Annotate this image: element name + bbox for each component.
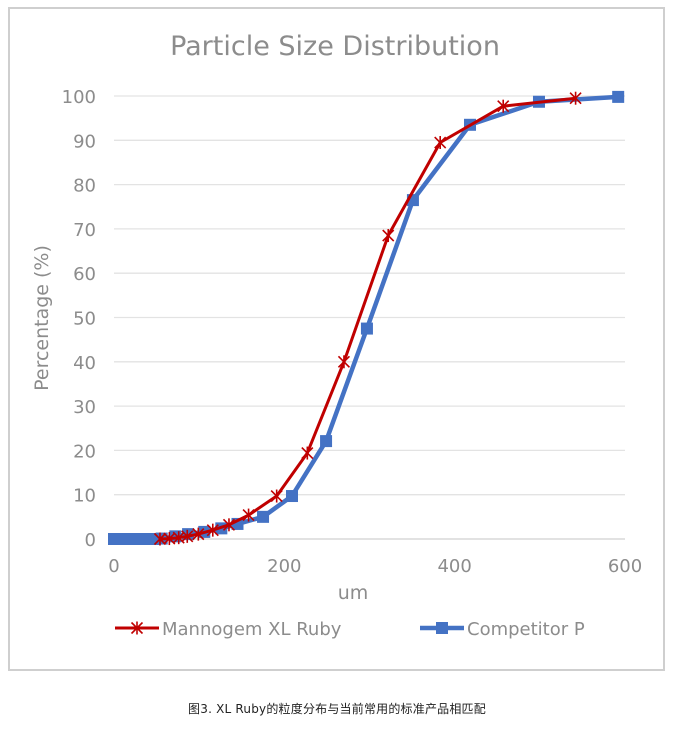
x-tick-label: 200: [267, 556, 301, 577]
data-point-square: [285, 490, 298, 503]
legend-item: Mannogem XL Ruby: [115, 619, 342, 640]
data-point-square: [360, 322, 373, 335]
y-tick-label: 30: [73, 397, 96, 418]
data-point-square: [320, 435, 333, 448]
data-point-star: [337, 355, 351, 369]
figure-caption: 图3. XL Ruby的粒度分布与当前常用的标准产品相匹配: [188, 702, 486, 716]
y-tick-label: 20: [73, 441, 96, 462]
data-point-star: [206, 523, 219, 537]
x-tick-label: 0: [108, 556, 119, 577]
gridlines: [114, 95, 625, 540]
x-tick-labels: 0 200 400 600: [108, 556, 642, 577]
data-point-star: [569, 91, 582, 105]
chart-title: Particle Size Distribution: [170, 31, 500, 62]
data-point-star: [434, 136, 447, 150]
legend-star-icon: [130, 621, 144, 635]
y-tick-label: 10: [73, 486, 96, 507]
x-tick-label: 400: [437, 556, 471, 577]
data-point-square: [612, 90, 625, 103]
data-point-star: [181, 529, 194, 543]
y-tick-label: 40: [73, 353, 96, 374]
legend-square-icon: [436, 622, 448, 634]
legend: Mannogem XL Ruby Competitor P: [115, 619, 585, 640]
x-tick-label: 600: [608, 556, 642, 577]
chart-svg: Particle Size Distribution 0 10 20 30 40 50 60…: [31, 31, 642, 640]
data-point-star: [163, 532, 176, 546]
y-tick-label: 90: [73, 131, 96, 152]
data-point-star: [270, 489, 283, 503]
y-tick-label: 70: [73, 220, 96, 241]
y-tick-labels: 0 10 20 30 40 50 60 70 80 90 100: [62, 87, 96, 551]
legend-label: Mannogem XL Ruby: [162, 619, 342, 640]
data-point-star: [301, 446, 314, 460]
data-point-star: [222, 518, 236, 532]
y-tick-label: 0: [85, 530, 96, 551]
legend-label: Competitor P: [467, 619, 585, 640]
y-tick-label: 50: [73, 309, 96, 330]
series-mannogem-xl-ruby: [153, 91, 582, 546]
series-line: [159, 96, 576, 541]
y-tick-label: 60: [73, 264, 96, 285]
y-axis-label: Percentage (%): [31, 245, 53, 391]
data-point-star: [497, 99, 510, 113]
data-point-star: [242, 508, 255, 522]
x-axis-label: um: [338, 582, 369, 604]
data-point-square: [257, 510, 270, 523]
y-tick-label: 80: [73, 176, 96, 197]
legend-item: Competitor P: [420, 619, 585, 640]
data-point-star: [192, 527, 205, 541]
data-point-star: [153, 532, 167, 546]
chart-frame: [8, 7, 665, 671]
series-group: [108, 90, 625, 546]
data-point-star: [382, 229, 395, 243]
y-tick-label: 100: [62, 87, 96, 108]
